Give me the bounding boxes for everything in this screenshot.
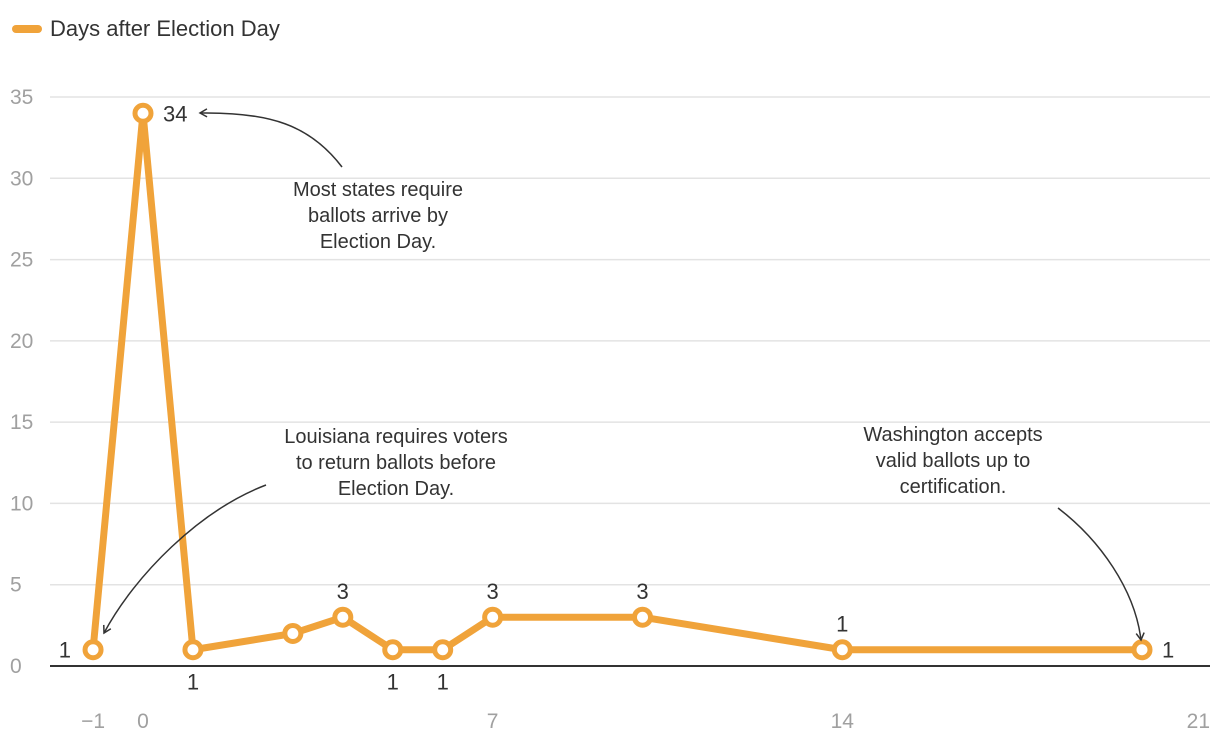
data-point xyxy=(82,639,104,661)
annotation-arrow xyxy=(1057,507,1145,642)
data-label: 1 xyxy=(387,670,399,695)
annotation-arrow xyxy=(198,108,343,168)
annotation-text: Election Day. xyxy=(320,231,436,253)
annotation-text: Most states require xyxy=(293,179,463,201)
y-tick-label: 30 xyxy=(10,167,33,190)
data-label: 1 xyxy=(836,612,848,637)
x-tick-label: 0 xyxy=(137,710,149,733)
data-point xyxy=(632,606,653,628)
data-label: 1 xyxy=(59,638,71,663)
y-tick-label: 0 xyxy=(10,655,22,678)
data-label: 1 xyxy=(1162,638,1174,663)
data-label: 3 xyxy=(636,579,648,604)
y-tick-label: 10 xyxy=(10,492,33,515)
data-point xyxy=(1131,639,1153,661)
legend-swatch xyxy=(12,25,42,33)
data-point xyxy=(332,606,354,628)
y-tick-label: 5 xyxy=(10,574,22,597)
series-line xyxy=(89,109,1146,654)
data-label: 1 xyxy=(187,670,199,695)
y-tick-label: 35 xyxy=(10,86,33,109)
data-label: 3 xyxy=(337,579,349,604)
y-tick-label: 15 xyxy=(10,411,33,434)
annotation-arrow xyxy=(103,484,267,635)
annotation-text: Louisiana requires voters xyxy=(284,426,507,448)
data-point xyxy=(382,639,404,661)
legend: Days after Election Day xyxy=(12,16,280,42)
data-label: 1 xyxy=(437,670,449,695)
data-label: 3 xyxy=(487,579,499,604)
annotation-text: Washington accepts xyxy=(863,424,1042,446)
annotation-text: Election Day. xyxy=(338,478,454,500)
x-tick-label: 14 xyxy=(831,710,855,733)
x-tick-label: −1 xyxy=(81,710,105,733)
legend-label: Days after Election Day xyxy=(50,16,280,41)
data-point xyxy=(132,102,154,124)
annotation-text: ballots arrive by xyxy=(308,205,448,227)
x-tick-label: 21 xyxy=(1187,710,1210,733)
data-point xyxy=(831,639,853,661)
data-point xyxy=(182,639,204,661)
annotation-text: to return ballots before xyxy=(296,452,496,474)
y-tick-label: 25 xyxy=(10,249,33,272)
data-point xyxy=(432,639,454,661)
annotation-text: valid ballots up to xyxy=(876,450,1031,472)
annotation-text: certification. xyxy=(900,476,1007,498)
x-tick-label: 7 xyxy=(487,710,499,733)
data-label: 34 xyxy=(163,101,187,126)
data-point xyxy=(282,622,304,644)
y-tick-label: 20 xyxy=(10,330,33,353)
data-point xyxy=(482,606,504,628)
